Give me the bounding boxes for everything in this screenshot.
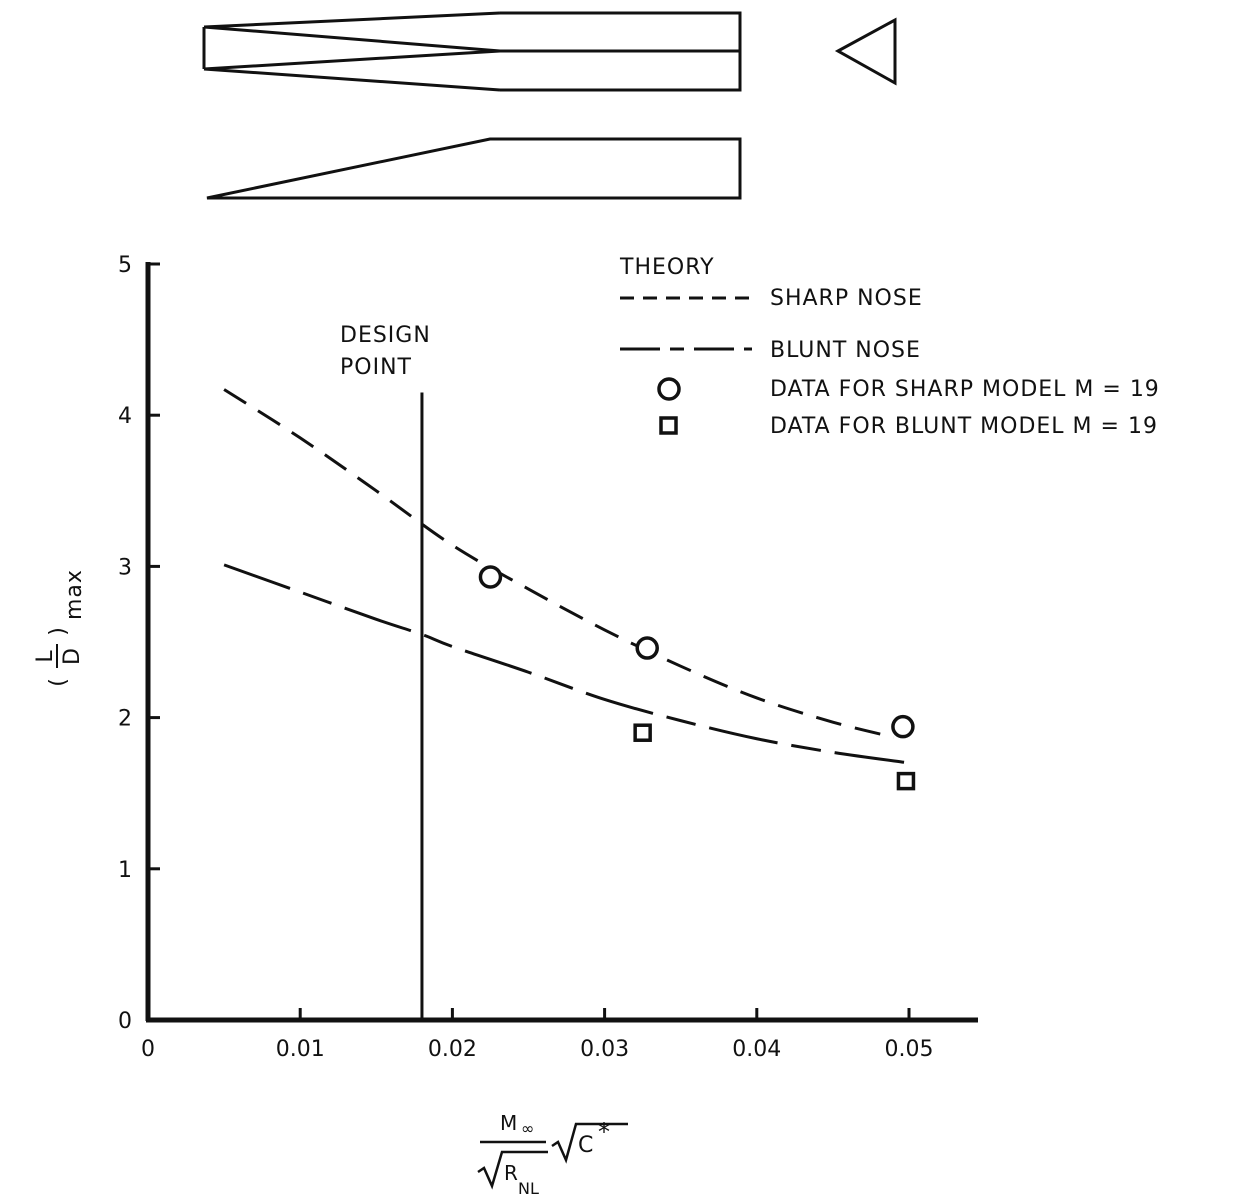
sharp-model-data-point <box>635 636 659 660</box>
x-tick-label: 0.04 <box>732 1037 781 1062</box>
legend-label-blunt-data: DATA FOR BLUNT MODEL M = 19 <box>770 414 1158 439</box>
series-line-blunt-nose <box>223 563 910 765</box>
x-axis-label-numerator: M <box>500 1111 517 1135</box>
legend-marker-square <box>659 416 678 435</box>
series-line-sharp-nose <box>223 388 895 739</box>
x-axis-label-numerator-sub: ∞ <box>521 1119 534 1138</box>
x-tick-label: 0.05 <box>885 1037 934 1062</box>
x-axis-label-denominator-sub: NL <box>518 1179 539 1196</box>
design-point-label-line1: DESIGN <box>340 323 431 348</box>
design-point-label-line2: POINT <box>340 355 412 380</box>
y-axis-label-denominator: D <box>60 647 85 665</box>
sharp-model-data-point <box>891 714 915 739</box>
y-axis-label: ( L D ) max <box>33 569 87 687</box>
series-layer <box>223 388 916 791</box>
y-axis-close-paren: ) <box>46 626 71 636</box>
legend-label-sharp-data: DATA FOR SHARP MODEL M = 19 <box>770 377 1160 402</box>
legend: THEORY SHARP NOSE BLUNT NOSE DATA FOR SH… <box>619 255 1160 439</box>
model-top-view <box>202 11 742 92</box>
y-tick-label: 1 <box>118 858 132 883</box>
axis-tick-labels: 0 0.01 0.02 0.03 0.04 0.05 0 1 2 3 4 5 <box>118 253 933 1062</box>
x-axis-label-tail-sup: * <box>598 1118 610 1146</box>
model-side-view <box>206 137 742 200</box>
x-tick-label: 0.03 <box>580 1037 629 1062</box>
y-tick-label: 2 <box>118 707 132 732</box>
x-tick-label: 0.01 <box>276 1037 325 1062</box>
legend-marker-circle <box>657 377 681 401</box>
x-axis-label-denominator: R <box>504 1161 518 1185</box>
y-axis-open-paren: ( <box>46 677 71 687</box>
x-tick-label: 0.02 <box>428 1037 477 1062</box>
model-front-view <box>834 17 897 86</box>
y-tick-label: 3 <box>118 555 132 580</box>
x-axis-sqrt-denominator <box>477 1150 548 1190</box>
y-tick-label: 0 <box>118 1009 132 1034</box>
x-axis-label: M ∞ R NL C * <box>477 1111 628 1196</box>
x-tick-label: 0 <box>141 1037 155 1062</box>
axes <box>145 262 978 1023</box>
blunt-model-data-point <box>633 723 652 742</box>
y-tick-label: 4 <box>118 404 132 429</box>
sharp-model-data-point <box>478 565 503 589</box>
axis-ticks <box>146 262 911 1022</box>
y-tick-label: 5 <box>118 253 132 278</box>
legend-label-blunt-nose: BLUNT NOSE <box>770 338 921 363</box>
y-axis-label-numerator: L <box>33 649 58 662</box>
x-axis-sqrt-tail <box>551 1122 628 1164</box>
legend-title: THEORY <box>619 255 715 280</box>
blunt-model-data-point <box>896 771 916 791</box>
y-axis-label-subscript: max <box>62 569 87 620</box>
design-point-annotation: DESIGN POINT <box>340 323 431 1020</box>
legend-label-sharp-nose: SHARP NOSE <box>770 286 923 311</box>
x-axis-label-tail: C <box>578 1133 593 1158</box>
